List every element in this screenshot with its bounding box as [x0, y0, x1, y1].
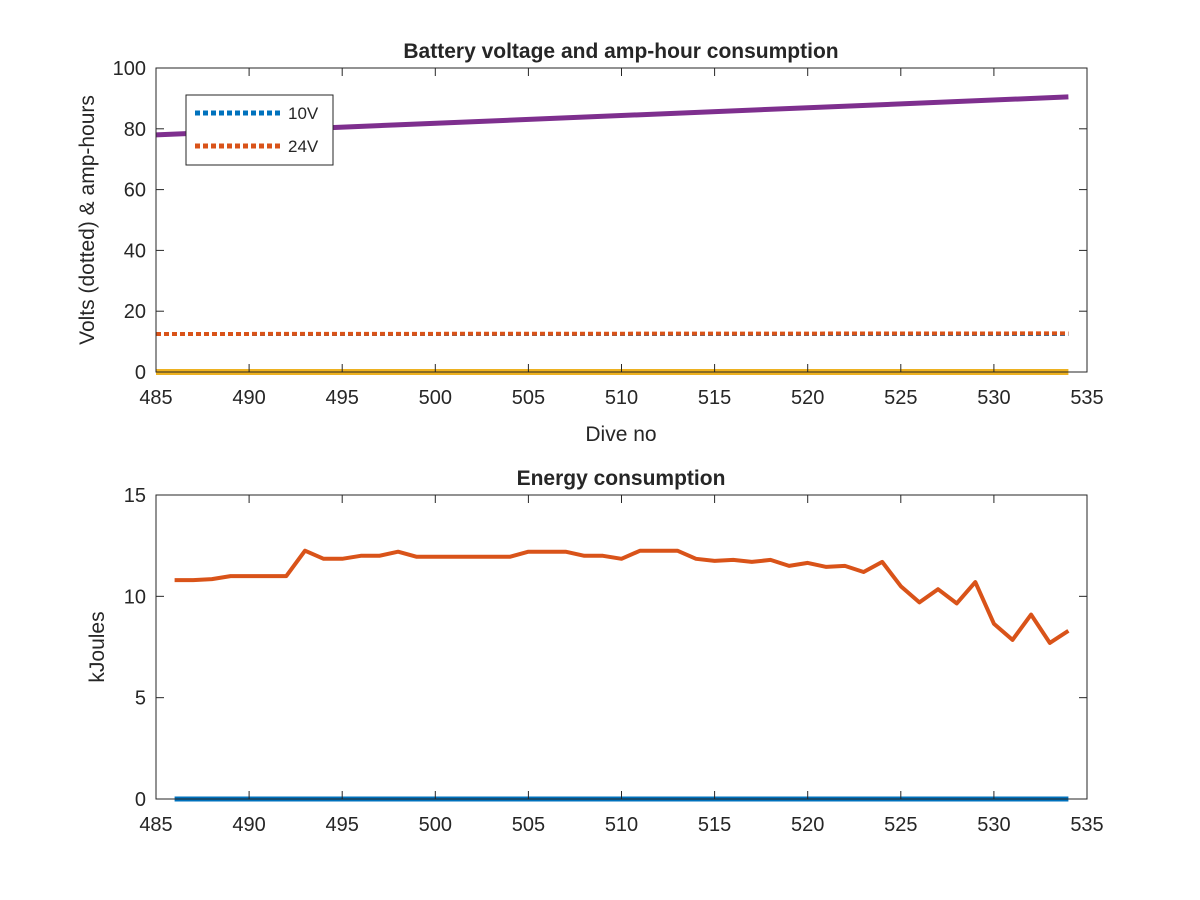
- x-tick-label: 525: [884, 814, 917, 836]
- x-tick-label: 485: [139, 814, 172, 836]
- chart-title: Energy consumption: [517, 467, 726, 490]
- y-tick-label: 100: [113, 58, 146, 80]
- y-tick-label: 60: [124, 180, 146, 202]
- axes-box: [155, 67, 1088, 373]
- x-tick-label: 505: [512, 387, 545, 409]
- x-tick-label: 530: [977, 814, 1010, 836]
- legend-box: [185, 94, 334, 166]
- series-line-0: [174, 548, 1070, 645]
- y-tick-label: 80: [124, 119, 146, 141]
- x-tick-label: 515: [698, 814, 731, 836]
- chart-title: Battery voltage and amp-hour consumption: [403, 40, 838, 63]
- legend: 10V 24V: [185, 94, 334, 166]
- x-tick-label: 510: [605, 814, 638, 836]
- legend-label-10v: 10V: [288, 104, 319, 123]
- y-tick-label: 20: [124, 301, 146, 323]
- x-tick-label: 525: [884, 387, 917, 409]
- x-tick-label: 495: [326, 814, 359, 836]
- x-tick-label: 495: [326, 387, 359, 409]
- x-tick-label: 490: [232, 387, 265, 409]
- y-tick-label: 10: [124, 586, 146, 608]
- y-tick-label: 0: [135, 362, 146, 384]
- y-tick-label: 40: [124, 240, 146, 262]
- x-tick-label: 535: [1070, 814, 1103, 836]
- y-axis-label: kJoules: [86, 611, 109, 682]
- y-tick-label: 15: [124, 485, 146, 507]
- energy-chart: 485 490 495 500 505 510 515 520 525 530 535051015 …: [86, 467, 1104, 836]
- x-tick-label: 510: [605, 387, 638, 409]
- x-tick-label: 530: [977, 387, 1010, 409]
- x-tick-label: 520: [791, 814, 824, 836]
- x-tick-label: 535: [1070, 387, 1103, 409]
- y-tick-label: 5: [135, 688, 146, 710]
- x-tick-label: 490: [232, 814, 265, 836]
- voltage-ah-chart: 485 490 495 500 505 510 515 520 525 530 535 0 20 40 60…: [76, 40, 1104, 446]
- x-tick-label: 485: [139, 387, 172, 409]
- x-tick-label: 505: [512, 814, 545, 836]
- axes-box: [155, 494, 1088, 800]
- legend-label-24v: 24V: [288, 137, 319, 156]
- y-tick-label: 0: [135, 789, 146, 811]
- y-axis-label: Volts (dotted) & amp-hours: [76, 95, 99, 345]
- x-axis-label: Dive no: [585, 423, 656, 446]
- x-tick-label: 520: [791, 387, 824, 409]
- series-line-24v: [155, 331, 1069, 336]
- x-tick-label: 500: [419, 387, 452, 409]
- x-tick-label: 500: [419, 814, 452, 836]
- x-tick-label: 515: [698, 387, 731, 409]
- plot-area: [156, 495, 1087, 799]
